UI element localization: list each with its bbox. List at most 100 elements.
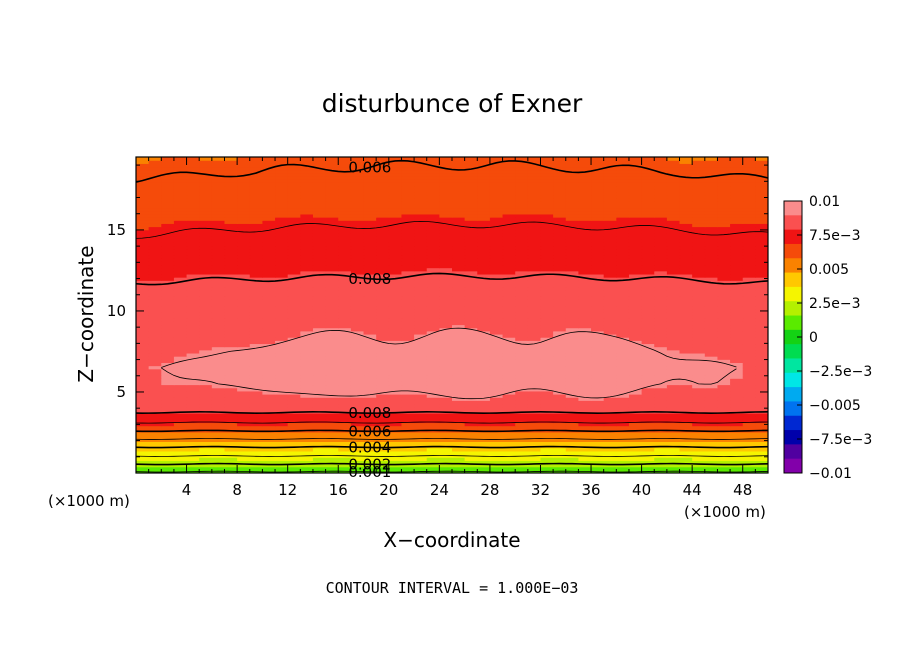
contour-cell [704, 321, 719, 326]
contour-cell [287, 422, 301, 427]
contour-cell [173, 226, 188, 231]
contour-cell [300, 381, 314, 386]
contour-cell [262, 352, 276, 357]
contour-cell [363, 273, 377, 278]
contour-cell [742, 327, 756, 332]
contour-cell [211, 210, 226, 215]
contour-cell [489, 201, 504, 205]
contour-cell [717, 160, 731, 164]
contour-cell [136, 311, 150, 316]
contour-cell [540, 416, 554, 420]
contour-cell [452, 286, 466, 291]
contour-cell [401, 201, 415, 205]
contour-cell [401, 210, 415, 215]
contour-cell [489, 163, 504, 168]
contour-cell [730, 220, 744, 224]
contour-cell [502, 267, 516, 272]
contour-cell [224, 302, 238, 307]
contour-cell [312, 198, 327, 202]
contour-cell [439, 447, 453, 452]
contour-cell [249, 277, 263, 281]
contour-cell [515, 232, 529, 237]
contour-cell [641, 438, 655, 442]
contour-cell [148, 378, 162, 382]
contour-cell [540, 217, 554, 221]
contour-cell [325, 172, 339, 177]
contour-cell [616, 207, 630, 212]
contour-cell [376, 463, 390, 468]
contour-cell [679, 172, 693, 177]
contour-cell [452, 179, 466, 183]
contour-cell [666, 381, 681, 386]
contour-cell [515, 220, 529, 224]
contour-cell [211, 321, 226, 326]
contour-cell [717, 296, 731, 300]
contour-cell [565, 390, 579, 395]
contour-cell [540, 466, 554, 471]
contour-cell [565, 416, 579, 420]
contour-cell [388, 346, 403, 351]
contour-cell [628, 318, 643, 322]
contour-cell [489, 359, 504, 363]
contour-cell [350, 441, 365, 446]
contour-cell [679, 201, 693, 205]
contour-cell [148, 273, 162, 278]
contour-cell [755, 422, 768, 427]
contour-cell [161, 201, 175, 205]
contour-cell [704, 220, 719, 224]
contour-cell [755, 390, 768, 395]
contour-cell [553, 245, 567, 250]
contour-cell [224, 175, 238, 180]
contour-cell [654, 204, 668, 209]
contour-cell [591, 185, 605, 190]
contour-cell [553, 387, 567, 392]
contour-cell [603, 232, 617, 237]
contour-cell [363, 362, 377, 367]
contour-cell [502, 236, 516, 240]
contour-cell [477, 302, 491, 307]
contour-cell [287, 425, 301, 430]
contour-cell [426, 450, 440, 455]
contour-cell [540, 264, 554, 269]
contour-cell [363, 175, 377, 180]
contour-cell [363, 160, 377, 164]
contour-cell [312, 406, 327, 411]
contour-cell [553, 349, 567, 354]
contour-cell [717, 381, 731, 386]
contour-cell [300, 201, 314, 205]
contour-cell [237, 457, 251, 461]
contour-cell [325, 441, 339, 446]
contour-cell [628, 422, 643, 427]
contour-cell [376, 248, 390, 253]
contour-cell [300, 308, 314, 313]
contour-cell [249, 406, 263, 411]
contour-cell [742, 400, 756, 405]
contour-cell [173, 172, 188, 177]
contour-cell [325, 305, 339, 310]
contour-cell [553, 406, 567, 411]
contour-cell [136, 198, 150, 202]
contour-cell [249, 270, 263, 275]
contour-cell [679, 160, 693, 164]
contour-cell [211, 254, 226, 259]
contour-cell [502, 324, 516, 329]
contour-cell [452, 327, 466, 332]
contour-cell [426, 194, 440, 199]
contour-cell [591, 204, 605, 209]
contour-cell [363, 412, 377, 417]
contour-cell [679, 280, 693, 284]
contour-cell [578, 289, 592, 294]
contour-cell [666, 188, 681, 193]
contour-cell [679, 425, 693, 430]
contour-cell [300, 270, 314, 275]
contour-cell [565, 333, 579, 338]
contour-cell [616, 210, 630, 215]
contour-cell [426, 318, 440, 322]
contour-cell [578, 466, 592, 471]
contour-cell [452, 254, 466, 259]
contour-cell [186, 416, 200, 420]
contour-cell [730, 441, 744, 446]
contour-cell [350, 261, 365, 266]
contour-cell [704, 210, 719, 215]
contour-cell [730, 444, 744, 449]
